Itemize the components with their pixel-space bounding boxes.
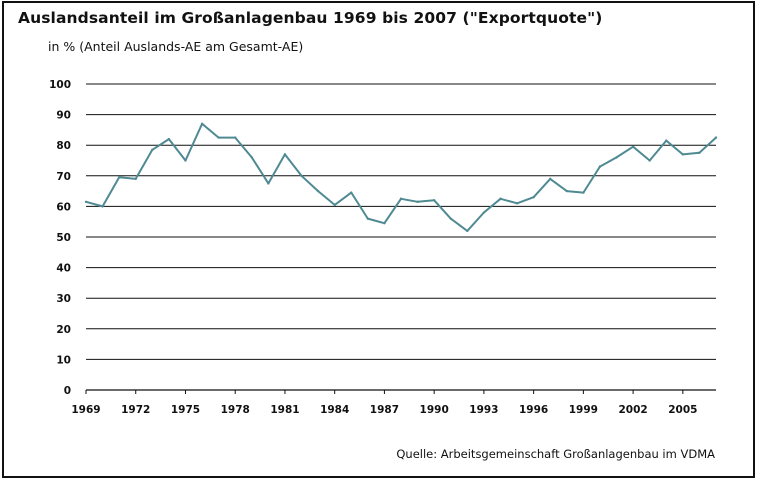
y-tick-label-80: 80: [56, 140, 71, 152]
y-tick-label-30: 30: [56, 293, 71, 305]
x-tick-label-1969: 1969: [71, 404, 100, 416]
data-point-2003: [648, 159, 651, 162]
data-point-1998: [565, 189, 568, 193]
x-tick-label-1993: 1993: [469, 404, 498, 416]
series-line-0: [85, 122, 717, 232]
y-tick-label-20: 20: [56, 324, 71, 336]
x-axis-ticks: 1969 1972 1975 1978 1981 1984 1987 1990 1993 1996…: [71, 390, 697, 416]
data-point-2007: [714, 136, 718, 139]
data-point-1984: [333, 203, 336, 207]
data-point-1978: [234, 136, 237, 139]
data-point-1991: [449, 217, 452, 220]
data-point-1976: [200, 122, 204, 125]
y-tick-label-70: 70: [56, 171, 71, 183]
y-tick-label-10: 10: [56, 354, 71, 366]
data-point-1997: [549, 177, 552, 181]
y-axis-ticks: 0 10 20 30 40 50 60 70 80 90 100: [49, 79, 71, 397]
x-tick-label-2002: 2002: [618, 404, 647, 416]
y-tick-label-90: 90: [56, 110, 71, 122]
data-point-2006: [698, 151, 701, 155]
data-point-1980: [267, 182, 270, 185]
data-point-2001: [615, 156, 618, 159]
data-point-1983: [316, 189, 320, 193]
source-note: Quelle: Arbeitsgemeinschaft Großanlagenb…: [396, 447, 715, 461]
data-point-1981: [283, 153, 287, 156]
chart-subtitle: in % (Anteil Auslands-AE am Gesamt-AE): [48, 39, 304, 54]
x-tick-label-1981: 1981: [270, 404, 299, 416]
x-tick-label-1984: 1984: [320, 404, 349, 416]
data-point-1986: [366, 217, 370, 220]
data-point-1988: [399, 197, 403, 200]
data-point-1979: [250, 156, 253, 159]
y-tick-label-50: 50: [56, 232, 71, 244]
data-point-1989: [416, 200, 419, 204]
data-point-2000: [598, 165, 602, 168]
x-tick-label-1975: 1975: [171, 404, 200, 416]
data-point-1971: [117, 176, 121, 179]
data-point-1993: [482, 211, 486, 214]
data-point-1992: [466, 229, 469, 233]
data-point-1969: [84, 200, 88, 204]
chart-frame: [2, 1, 755, 478]
gridlines: [86, 83, 716, 391]
chart-title: Auslandsanteil im Großanlagenbau 1969 bi…: [18, 9, 603, 27]
data-point-1973: [151, 148, 154, 151]
y-tick-label-40: 40: [56, 263, 71, 275]
data-point-1972: [134, 177, 137, 181]
data-point-1975: [184, 159, 187, 162]
data-point-2004: [665, 139, 668, 142]
x-tick-label-1999: 1999: [569, 404, 598, 416]
x-tick-label-1996: 1996: [519, 404, 548, 416]
data-point-1982: [300, 174, 303, 177]
x-tick-label-1987: 1987: [370, 404, 399, 416]
x-tick-label-1972: 1972: [121, 404, 150, 416]
data-point-1999: [582, 191, 585, 194]
x-tick-label-1978: 1978: [221, 404, 250, 416]
x-tick-label-1990: 1990: [420, 404, 449, 416]
y-tick-label-100: 100: [49, 79, 71, 91]
data-point-1994: [499, 197, 502, 200]
data-point-1990: [432, 199, 436, 202]
y-tick-label-0: 0: [64, 385, 71, 397]
data-point-1987: [383, 222, 386, 225]
data-point-1974: [167, 137, 171, 141]
data-point-1996: [532, 196, 535, 199]
y-tick-label-60: 60: [56, 201, 71, 213]
data-point-1985: [350, 191, 353, 194]
data-point-1977: [217, 136, 220, 139]
data-point-1970: [101, 205, 104, 208]
series-group: [84, 122, 718, 233]
data-point-2002: [631, 145, 635, 148]
data-point-2005: [681, 153, 685, 156]
data-point-1995: [515, 202, 519, 205]
x-tick-label-2005: 2005: [668, 404, 697, 416]
